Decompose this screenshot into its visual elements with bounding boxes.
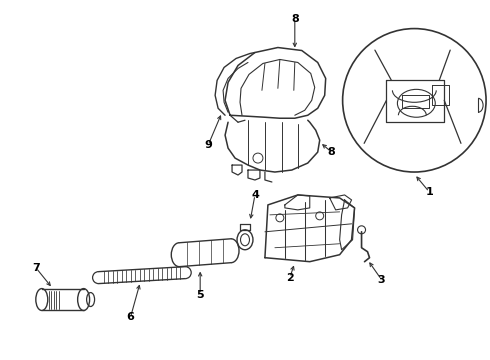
Text: 3: 3 (378, 275, 385, 285)
Text: 4: 4 (251, 190, 259, 200)
Text: 8: 8 (291, 14, 299, 24)
Text: 7: 7 (32, 263, 40, 273)
Text: 2: 2 (286, 273, 294, 283)
Text: 1: 1 (425, 187, 433, 197)
Text: 5: 5 (196, 289, 204, 300)
Text: 8: 8 (328, 147, 336, 157)
Text: 6: 6 (126, 312, 134, 323)
Text: 9: 9 (204, 140, 212, 150)
